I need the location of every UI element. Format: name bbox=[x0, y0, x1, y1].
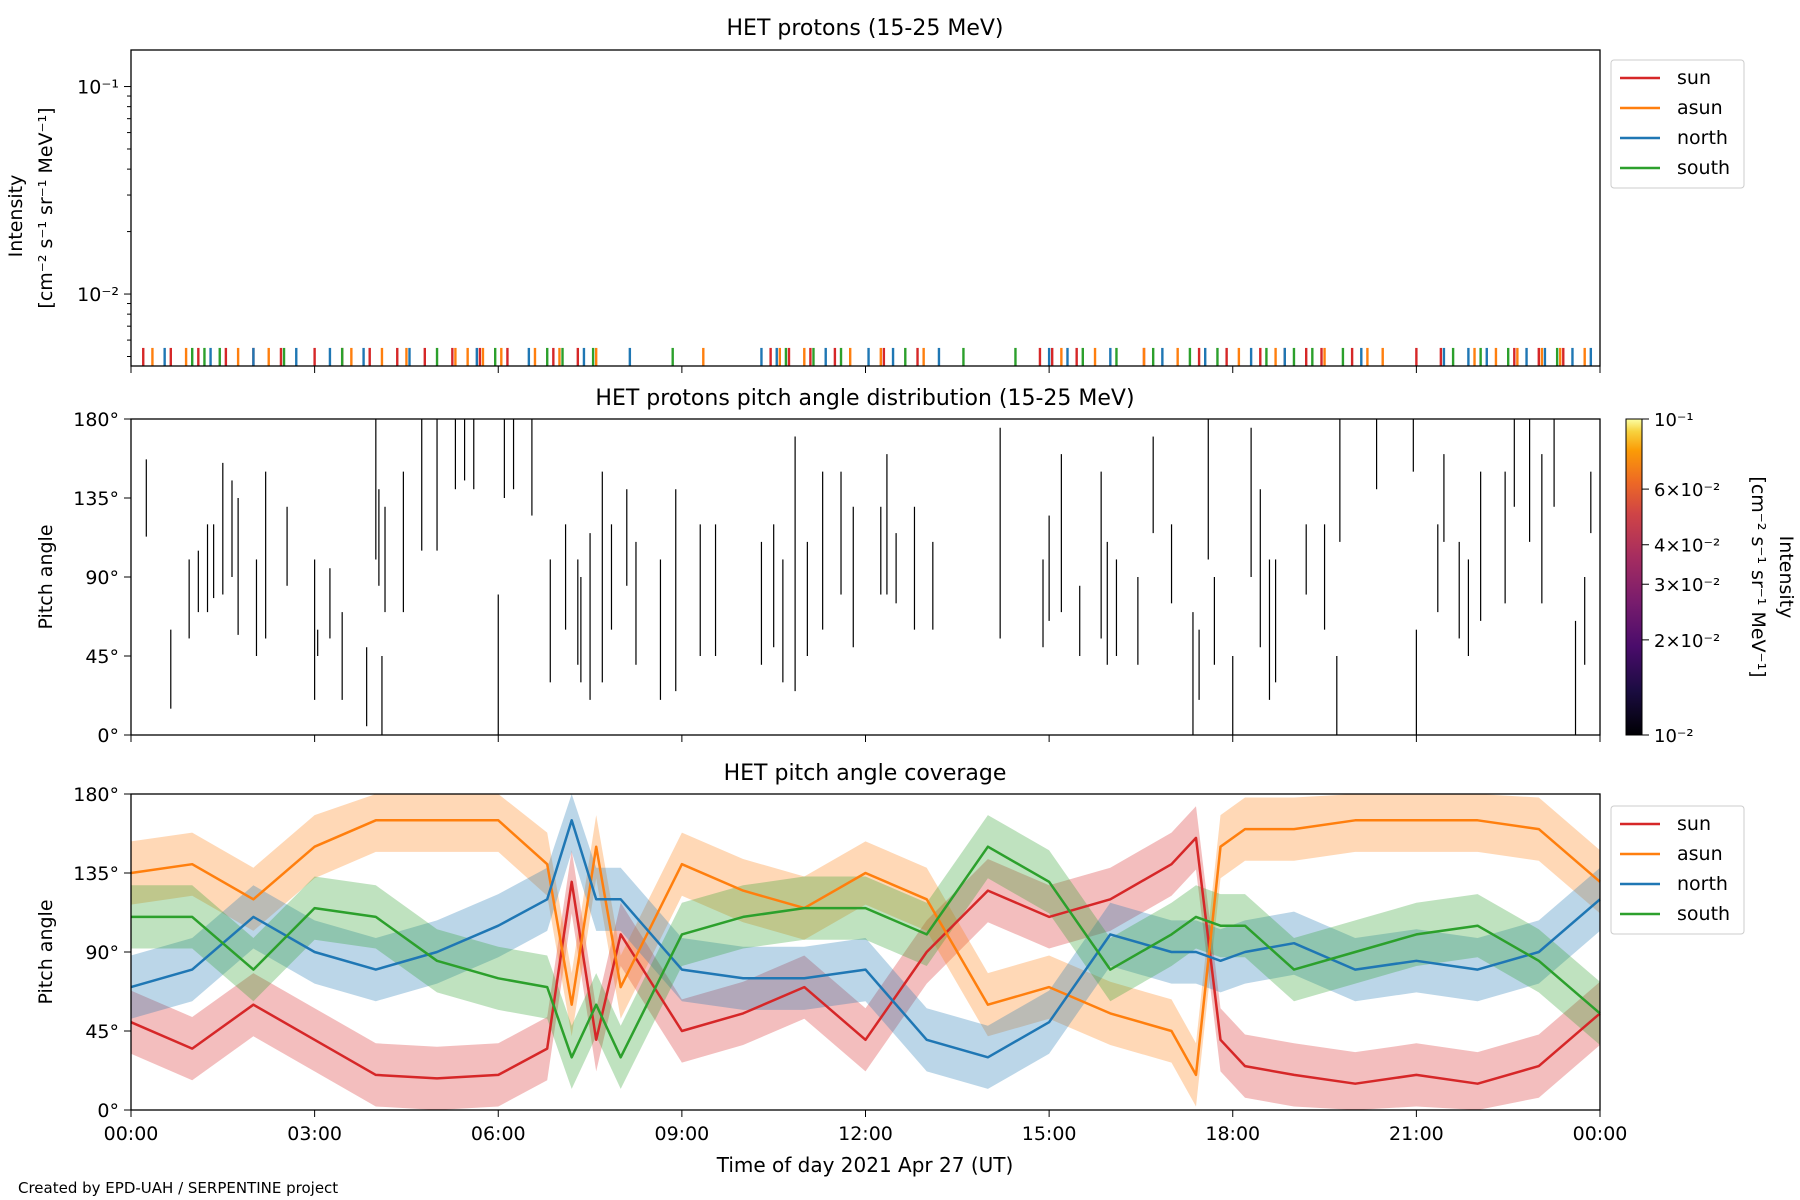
colorbar-ticks: 10⁻¹ 6×10⁻² 4×10⁻² 3×10⁻² 2×10⁻² 10⁻² bbox=[1642, 410, 1720, 747]
coverage-y-ticks: 0° 45° 90° 135° 180° bbox=[73, 784, 131, 1122]
intensity-panel: HET protons (15-25 MeV) 10⁻¹ 10⁻² Intensi… bbox=[5, 16, 1745, 367]
intensity-ylabel-line1: Intensity bbox=[5, 175, 27, 258]
credit-text: Created by EPD-UAH / SERPENTINE project bbox=[18, 1179, 338, 1197]
coverage-line-asun bbox=[130, 819, 1601, 1077]
pitch-tick-label: 90° bbox=[85, 942, 119, 964]
coverage-bands bbox=[131, 794, 1600, 1110]
pad-marks bbox=[145, 419, 1592, 735]
x-tick-label: 15:00 bbox=[1022, 1123, 1077, 1145]
legend-box bbox=[1610, 805, 1745, 935]
coverage-line-sun bbox=[130, 836, 1601, 1085]
x-tick-label: 18:00 bbox=[1205, 1123, 1260, 1145]
colorbar-tick-label: 3×10⁻² bbox=[1654, 575, 1720, 596]
legend-label-asun: asun bbox=[1677, 843, 1723, 865]
pitch-tick-label: 45° bbox=[85, 646, 119, 668]
pitch-tick-label: 180° bbox=[73, 784, 119, 806]
legend-label-south: south bbox=[1677, 157, 1730, 179]
intensity-legend: sun asun north south bbox=[1610, 59, 1745, 189]
colorbar-tick-label: 4×10⁻² bbox=[1654, 536, 1720, 557]
coverage-band-north bbox=[131, 794, 1600, 1089]
pad-y-ticks: 0° 45° 90° 135° 180° bbox=[73, 409, 131, 747]
pad-panel: HET protons pitch angle distribution (15… bbox=[35, 386, 1797, 747]
coverage-line-north bbox=[130, 819, 1601, 1059]
x-tick-label: 09:00 bbox=[654, 1123, 709, 1145]
x-axis-label: Time of day 2021 Apr 27 (UT) bbox=[716, 1153, 1014, 1177]
pitch-tick-label: 135° bbox=[73, 863, 119, 885]
colorbar-tick-label: 10⁻¹ bbox=[1654, 410, 1694, 431]
pitch-tick-label: 135° bbox=[73, 488, 119, 510]
legend-label-south: south bbox=[1677, 903, 1730, 925]
coverage-band-sun bbox=[131, 806, 1600, 1110]
pitch-tick-label: 180° bbox=[73, 409, 119, 431]
colorbar-units: [cm⁻² s⁻¹ sr⁻¹ MeV⁻¹] bbox=[1747, 476, 1769, 677]
x-tick-label: 06:00 bbox=[471, 1123, 526, 1145]
x-ticks: 00:00 03:00 06:00 09:00 12:00 15:00 18:00 21:00… bbox=[104, 366, 1628, 1145]
x-tick-label: 21:00 bbox=[1389, 1123, 1444, 1145]
intensity-tick-label: 10⁻¹ bbox=[77, 77, 119, 99]
coverage-legend: sun asun north south bbox=[1610, 805, 1745, 935]
intensity-tick-label: 10⁻² bbox=[77, 284, 119, 306]
x-tick-label: 12:00 bbox=[838, 1123, 893, 1145]
x-tick-label: 00:00 bbox=[1573, 1123, 1628, 1145]
x-tick-label: 00:00 bbox=[104, 1123, 159, 1145]
pitch-tick-label: 90° bbox=[85, 567, 119, 589]
legend-box bbox=[1610, 59, 1745, 189]
intensity-ylabel-line2: [cm⁻² s⁻¹ sr⁻¹ MeV⁻¹] bbox=[35, 107, 57, 308]
pad-ylabel: Pitch angle bbox=[35, 524, 57, 629]
coverage-lines bbox=[130, 819, 1601, 1085]
x-tick-label: 03:00 bbox=[287, 1123, 342, 1145]
coverage-ylabel: Pitch angle bbox=[35, 899, 57, 1004]
colorbar-label: Intensity bbox=[1775, 536, 1797, 619]
colorbar-tick-label: 10⁻² bbox=[1654, 726, 1694, 747]
legend-label-sun: sun bbox=[1677, 67, 1711, 89]
legend-label-asun: asun bbox=[1677, 97, 1723, 119]
colorbar bbox=[1625, 418, 1643, 736]
intensity-marks bbox=[142, 347, 1593, 366]
coverage-panel: HET pitch angle coverage 0° 45° 90° 135° 180… bbox=[35, 761, 1745, 1122]
coverage-line-south bbox=[131, 845, 1601, 1059]
coverage-band-asun bbox=[131, 794, 1600, 1107]
legend-label-sun: sun bbox=[1677, 813, 1711, 835]
legend-label-north: north bbox=[1677, 873, 1728, 895]
pad-axes-frame bbox=[130, 418, 1601, 736]
intensity-y-ticks: 10⁻¹ 10⁻² bbox=[77, 77, 131, 358]
pitch-tick-label: 0° bbox=[97, 1100, 119, 1122]
colorbar-tick-label: 2×10⁻² bbox=[1654, 631, 1720, 652]
colorbar-tick-label: 6×10⁻² bbox=[1654, 480, 1720, 501]
pad-panel-title: HET protons pitch angle distribution (15… bbox=[595, 386, 1134, 411]
pitch-tick-label: 45° bbox=[85, 1021, 119, 1043]
intensity-axes-frame bbox=[130, 49, 1601, 367]
intensity-panel-title: HET protons (15-25 MeV) bbox=[727, 16, 1004, 41]
coverage-panel-title: HET pitch angle coverage bbox=[724, 761, 1007, 786]
legend-label-north: north bbox=[1677, 127, 1728, 149]
pitch-tick-label: 0° bbox=[97, 725, 119, 747]
